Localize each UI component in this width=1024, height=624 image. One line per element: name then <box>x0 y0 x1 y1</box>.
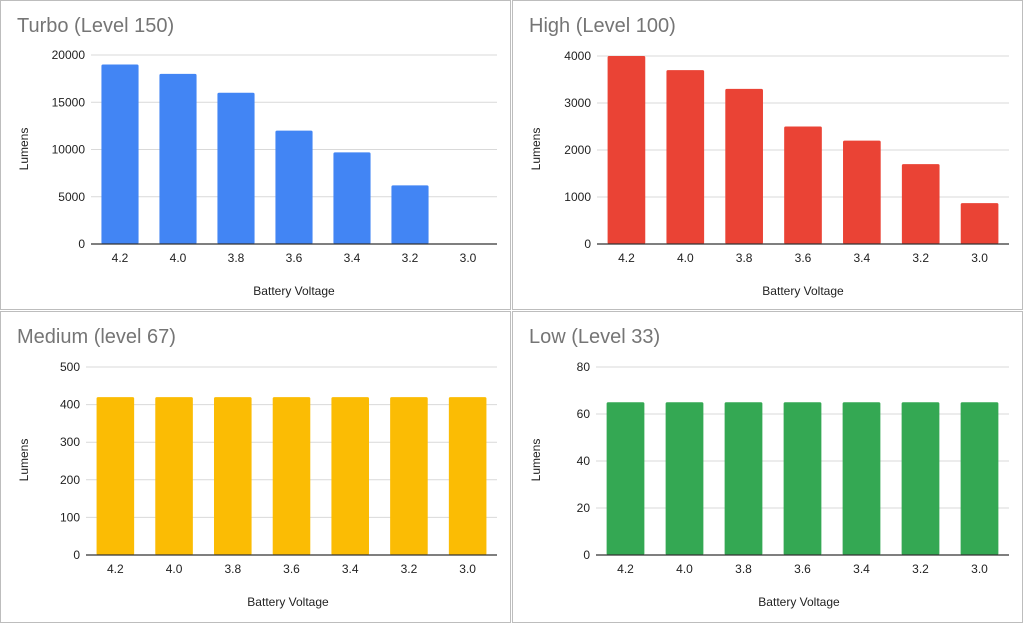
x-tick-label: 3.8 <box>735 562 752 576</box>
x-tick-label: 3.8 <box>736 251 753 265</box>
bar-4.2 <box>96 397 135 555</box>
bar-3.6 <box>784 126 822 244</box>
chart-plot: 0 5000 10000 15000 20000 4.2 4.0 3.8 3.6 3.4 3.2 3.… <box>52 48 497 265</box>
x-tick-label: 4.0 <box>676 562 693 576</box>
bar-4.2 <box>607 56 646 244</box>
y-tick-label: 10000 <box>52 143 86 157</box>
x-tick-label: 4.2 <box>618 251 635 265</box>
y-tick-label: 40 <box>577 454 591 468</box>
bar-3.2 <box>390 397 428 555</box>
x-axis-label: Battery Voltage <box>253 284 335 298</box>
x-tick-label: 3.8 <box>224 562 241 576</box>
x-tick-label: 3.4 <box>344 251 361 265</box>
y-tick-label: 1000 <box>564 190 591 204</box>
bar-3.6 <box>272 397 311 555</box>
bar-3.8 <box>725 88 763 245</box>
y-tick-label: 200 <box>60 473 80 487</box>
x-tick-label: 4.2 <box>617 562 634 576</box>
bar-4.0 <box>155 397 193 555</box>
x-tick-label: 3.4 <box>342 562 359 576</box>
x-tick-label: 3.4 <box>854 251 871 265</box>
x-tick-label: 4.0 <box>170 251 187 265</box>
x-tick-label: 4.2 <box>112 251 129 265</box>
bar-3.6 <box>275 130 313 244</box>
x-tick-label: 3.0 <box>460 251 477 265</box>
bar-3.4 <box>331 397 370 555</box>
y-tick-label: 2000 <box>564 143 591 157</box>
x-tick-label: 4.2 <box>107 562 124 576</box>
x-tick-label: 4.0 <box>166 562 183 576</box>
chart-panel-high: High (Level 100) Lumens Battery Voltage … <box>512 0 1023 310</box>
bar-4.2 <box>606 402 645 555</box>
y-tick-label: 0 <box>584 237 591 251</box>
x-tick-label: 3.0 <box>459 562 476 576</box>
chart-panel-turbo: Turbo (Level 150) Lumens Battery Voltage… <box>0 0 511 310</box>
x-tick-label: 3.0 <box>971 562 988 576</box>
bar-3.2 <box>901 164 940 244</box>
y-tick-label: 0 <box>78 237 85 251</box>
x-tick-label: 3.2 <box>402 251 419 265</box>
chart-title: High (Level 100) <box>529 15 676 37</box>
bar-3.0 <box>960 203 999 244</box>
bar-4.2 <box>101 64 139 244</box>
y-tick-label: 80 <box>577 360 591 374</box>
y-tick-label: 60 <box>577 407 591 421</box>
x-tick-label: 3.6 <box>795 251 812 265</box>
y-tick-label: 400 <box>60 398 80 412</box>
x-tick-label: 3.2 <box>401 562 418 576</box>
bar-3.2 <box>901 402 940 555</box>
x-tick-label: 3.4 <box>853 562 870 576</box>
bar-3.4 <box>842 402 881 555</box>
chart-plot: 0 100 200 300 400 500 4.2 4.0 3.8 3.6 3.4 3.2 3.0 <box>60 360 497 576</box>
y-tick-label: 20000 <box>52 48 86 62</box>
x-tick-label: 3.6 <box>283 562 300 576</box>
bar-3.8 <box>217 92 255 244</box>
bar-3.6 <box>783 402 822 555</box>
x-tick-label: 3.8 <box>228 251 245 265</box>
y-tick-label: 0 <box>583 548 590 562</box>
bar-3.4 <box>333 152 371 244</box>
y-tick-label: 15000 <box>52 95 86 109</box>
y-tick-label: 0 <box>73 548 80 562</box>
bar-3.8 <box>724 402 763 555</box>
x-axis-label: Battery Voltage <box>247 595 329 609</box>
chart-plot: 0 20 40 60 80 4.2 4.0 3.8 3.6 3.4 3.2 3.0 <box>577 360 1009 576</box>
chart-panel-medium: Medium (level 67) Lumens Battery Voltage… <box>0 311 511 623</box>
x-tick-label: 4.0 <box>677 251 694 265</box>
x-tick-label: 3.2 <box>912 251 929 265</box>
bar-3.4 <box>843 140 881 244</box>
y-tick-label: 4000 <box>564 49 591 63</box>
chart-title: Low (Level 33) <box>529 326 661 348</box>
x-tick-label: 3.2 <box>912 562 929 576</box>
x-axis-label: Battery Voltage <box>758 595 840 609</box>
y-tick-label: 300 <box>60 435 80 449</box>
bar-4.0 <box>666 70 705 244</box>
x-tick-label: 3.6 <box>794 562 811 576</box>
bar-4.0 <box>665 402 704 555</box>
y-tick-label: 3000 <box>564 96 591 110</box>
chart-title: Turbo (Level 150) <box>17 15 175 37</box>
bar-3.0 <box>448 397 487 555</box>
chart-title: Medium (level 67) <box>17 326 176 348</box>
bar-3.2 <box>391 185 429 244</box>
y-tick-label: 500 <box>60 360 80 374</box>
x-axis-label: Battery Voltage <box>762 284 844 298</box>
y-tick-label: 5000 <box>58 190 85 204</box>
y-tick-label: 20 <box>577 501 591 515</box>
chart-plot: 0 1000 2000 3000 4000 4.2 4.0 3.8 3.6 3.4 3.2 3.0 <box>564 49 1009 265</box>
bar-3.0 <box>960 402 999 555</box>
bar-3.8 <box>213 397 252 555</box>
x-tick-label: 3.0 <box>971 251 988 265</box>
y-tick-label: 100 <box>60 510 80 524</box>
bar-4.0 <box>159 73 197 245</box>
x-tick-label: 3.6 <box>286 251 303 265</box>
